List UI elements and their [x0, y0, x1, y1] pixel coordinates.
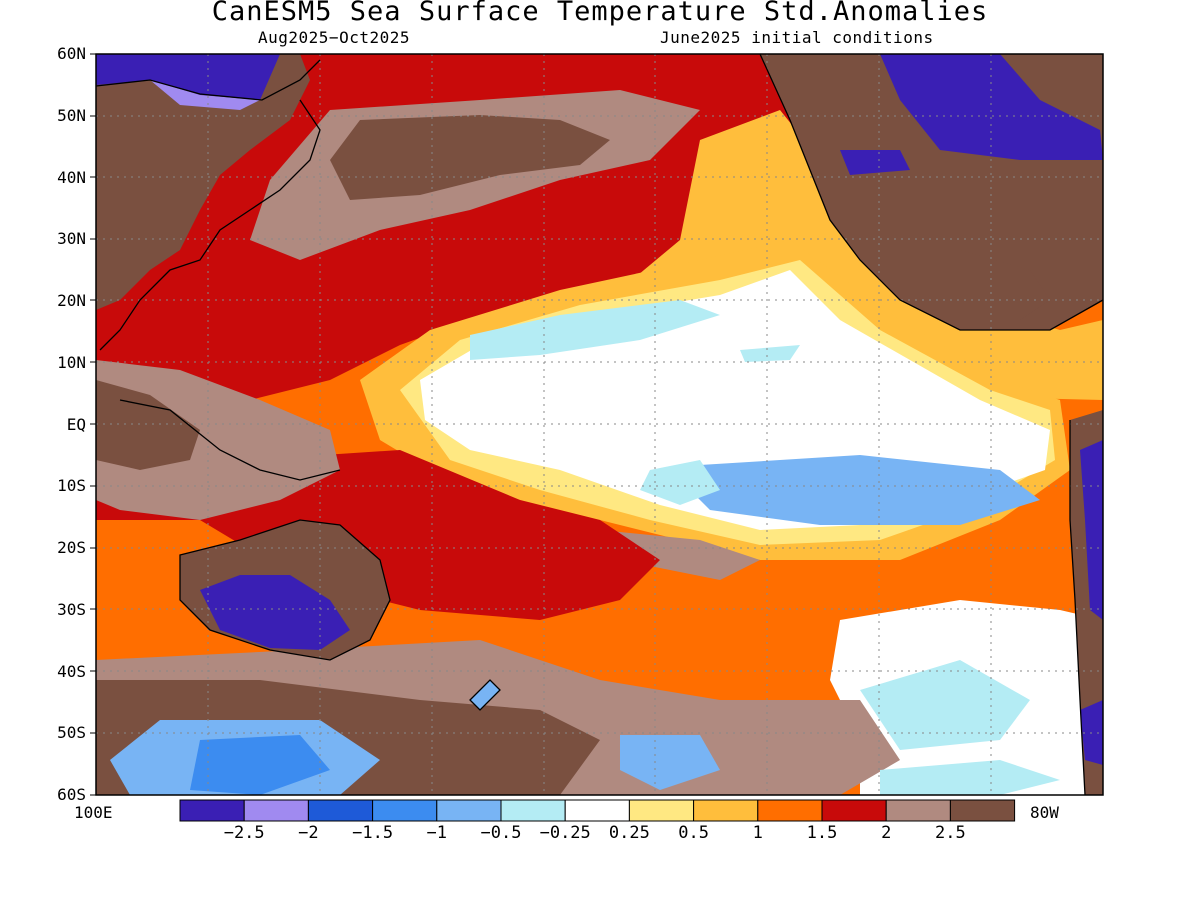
siberia-lilac	[150, 80, 260, 110]
colorbar-tick-label: 2	[881, 823, 892, 843]
south-blue-streak	[690, 455, 1040, 525]
colorbar-tick-label: −1.5	[352, 823, 394, 843]
colorbar-swatch	[757, 799, 823, 822]
colorbar-swatch	[628, 799, 695, 822]
asia-land	[96, 54, 310, 310]
lon-label-right: 80W	[1030, 803, 1059, 822]
colorbar-swatch	[500, 799, 566, 822]
colorbar-tick-label: 2.5	[935, 823, 966, 843]
lat-label: 20S	[57, 538, 86, 557]
colorbar	[179, 799, 1016, 822]
initial-conditions: June2025 initial conditions	[660, 28, 934, 47]
lat-label: 50N	[57, 105, 86, 125]
coastlines	[95, 53, 1104, 796]
lat-label: 50S	[57, 723, 86, 743]
southern-blue-deep	[190, 735, 330, 795]
lat-label: EQ	[66, 414, 86, 434]
siberia-cold	[96, 54, 280, 100]
colorbar-swatch	[179, 799, 245, 822]
cyan-streak-east	[740, 345, 800, 362]
colorbar-tick-label: −0.5	[480, 823, 522, 843]
colorbar-tick-label: 1.5	[806, 823, 838, 843]
southeast-cyan	[860, 660, 1030, 750]
colorbar-swatch	[821, 799, 887, 822]
colorbar-tick-label: −2.5	[223, 823, 265, 843]
lat-label: 20N	[57, 291, 86, 310]
south-rose-band	[600, 530, 760, 580]
lat-label: 40N	[57, 167, 86, 187]
maritime-land	[96, 380, 200, 470]
lat-label: 40S	[57, 661, 86, 681]
colorbar-swatch	[372, 799, 438, 822]
lat-label: 10S	[57, 476, 86, 496]
colorbar-tick-label: −2	[298, 823, 319, 843]
canada-cold	[880, 54, 1103, 160]
alaska-cold	[840, 150, 910, 175]
colorbar-swatch	[436, 799, 502, 822]
lat-label: 10N	[57, 352, 86, 372]
lat-ticks	[90, 53, 96, 796]
lat-label: 60S	[57, 785, 86, 804]
southern-blue-3	[880, 760, 1060, 795]
grid-lines	[96, 54, 1103, 795]
colorbar-tick-label: −0.25	[539, 823, 591, 843]
south-cyan-streak	[640, 460, 720, 505]
new-zealand	[470, 680, 500, 710]
cyan-streak-north	[470, 300, 720, 360]
colorbar-swatch	[307, 799, 374, 822]
colorbar-swatch	[243, 799, 309, 822]
colorbar-swatch	[564, 799, 630, 822]
colorbar-tick-label: −1	[426, 823, 448, 843]
north-brown-patch	[330, 115, 610, 200]
forecast-period: Aug2025−Oct2025	[258, 28, 410, 47]
colorbar-swatch	[885, 799, 951, 822]
colorbar-tick-label: 0.5	[678, 823, 709, 843]
colorbar-swatch	[949, 799, 1016, 822]
mexico-land	[900, 250, 1050, 320]
southern-blue-2	[620, 735, 720, 790]
australia-cold	[200, 575, 350, 650]
lat-label: 30N	[57, 229, 86, 249]
south-america-cold	[1080, 440, 1103, 620]
map-title: CanESM5 Sea Surface Temperature Std.Anom…	[211, 0, 989, 27]
lat-label: 60N	[57, 44, 86, 63]
lat-label: 30S	[57, 599, 86, 619]
colorbar-tick-label: 0.25	[608, 823, 650, 843]
colorbar-tick-label: 1	[752, 823, 763, 843]
colorbar-swatch	[693, 799, 759, 822]
lon-label-left: 100E	[74, 803, 113, 822]
